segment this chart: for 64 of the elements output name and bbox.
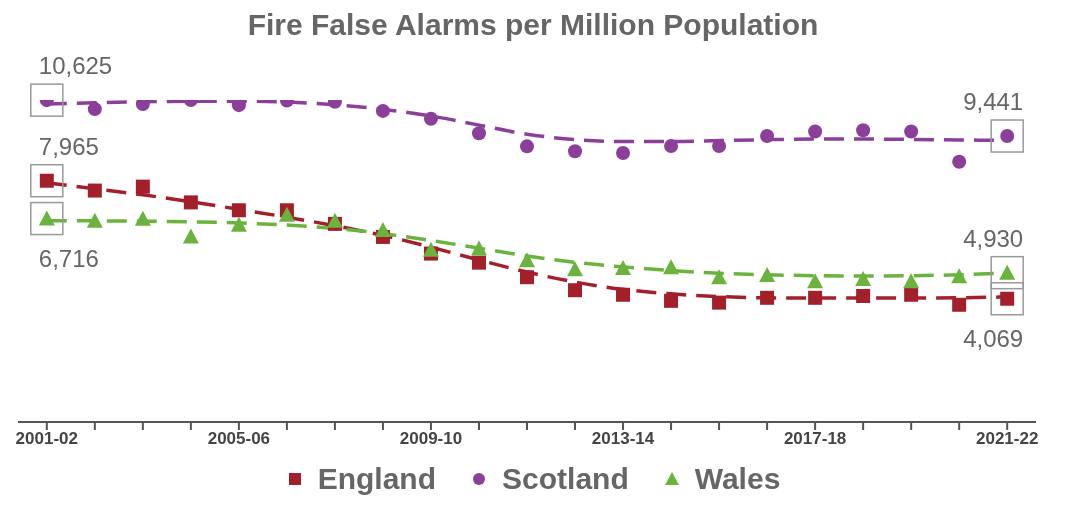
point	[182, 228, 199, 244]
x-tick-label: 2013-14	[591, 429, 655, 449]
point	[711, 269, 728, 285]
point	[134, 210, 151, 226]
data-label: 7,965	[38, 132, 99, 160]
point	[568, 283, 583, 298]
point	[520, 270, 534, 285]
point	[183, 195, 198, 210]
x-tick-label: 2009-10	[399, 429, 463, 449]
point	[87, 183, 102, 198]
point	[759, 267, 776, 283]
point	[87, 102, 102, 117]
point	[278, 206, 295, 222]
point	[567, 261, 584, 277]
point	[374, 221, 391, 237]
point	[664, 293, 679, 308]
point	[568, 144, 583, 159]
legend-label: Wales	[694, 462, 781, 496]
point	[135, 179, 150, 194]
point	[856, 288, 871, 303]
data-label: 9,441	[963, 88, 1024, 116]
point	[712, 139, 727, 154]
point	[807, 273, 824, 289]
chart-title: Fire False Alarms per Million Population	[246, 8, 820, 43]
point	[952, 154, 967, 169]
point	[231, 203, 246, 218]
data-label: 6,716	[38, 244, 99, 272]
point	[616, 146, 631, 161]
x-tick-label: 2021-22	[975, 429, 1039, 449]
point	[86, 212, 103, 228]
point	[615, 260, 632, 276]
point	[951, 268, 968, 284]
point	[519, 252, 535, 268]
point	[664, 139, 679, 154]
point	[663, 259, 680, 275]
point	[760, 290, 775, 305]
point	[471, 126, 486, 141]
point	[903, 273, 920, 289]
x-tick-label: 2005-06	[207, 429, 271, 449]
point	[952, 297, 967, 312]
point	[904, 287, 919, 302]
data-label: 4,069	[963, 324, 1024, 352]
data-label: 10,625	[38, 52, 113, 80]
point	[422, 241, 439, 257]
point	[760, 129, 775, 144]
x-tick-label: 2001-02	[15, 429, 79, 449]
point	[326, 212, 343, 228]
point	[375, 103, 390, 118]
point	[230, 216, 247, 232]
data-label: 4,930	[963, 224, 1024, 252]
legend-label: Scotland	[502, 462, 629, 496]
point	[520, 139, 534, 154]
point	[471, 255, 486, 270]
legend-label: England	[317, 462, 437, 496]
point	[616, 287, 631, 302]
point	[855, 271, 872, 287]
point	[470, 240, 487, 256]
point	[904, 124, 919, 139]
x-tick-label: 2017-18	[783, 429, 847, 449]
point	[712, 295, 727, 310]
point	[423, 111, 438, 126]
point	[856, 123, 871, 138]
point	[808, 290, 823, 305]
point	[808, 124, 823, 139]
